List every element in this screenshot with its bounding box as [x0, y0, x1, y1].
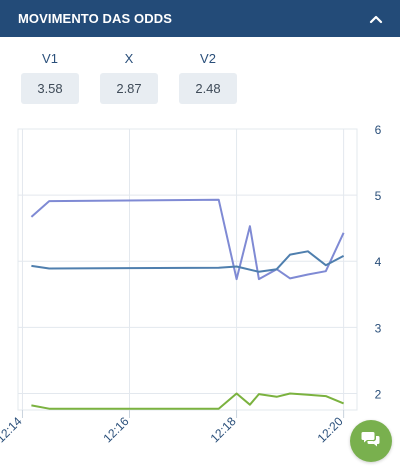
plot-area-frame: [17, 128, 358, 411]
odd-x: X 2.87: [100, 49, 158, 104]
odd-v2-label: V2: [200, 51, 216, 66]
odd-v1-label: V1: [42, 51, 58, 66]
odd-x-value[interactable]: 2.87: [100, 73, 158, 104]
y-tick-label: 2: [375, 387, 382, 401]
x-tick-label: 12:18: [208, 414, 239, 445]
y-tick-label: 6: [375, 123, 382, 137]
x-tick-label: 12:20: [315, 414, 346, 445]
odd-v1: V1 3.58: [21, 49, 79, 104]
odd-v2-value[interactable]: 2.48: [179, 73, 237, 104]
y-tick-label: 5: [375, 189, 382, 203]
y-tick-label: 3: [375, 321, 382, 335]
odds-summary: V1 3.58 X 2.87 V2 2.48: [21, 49, 237, 104]
panel-title: MOVIMENTO DAS ODDS: [18, 11, 172, 26]
panel-header[interactable]: MOVIMENTO DAS ODDS: [0, 0, 400, 37]
x-tick-label: 12:14: [0, 414, 25, 445]
chat-bubbles-icon: [361, 430, 381, 453]
series-line-v2: [31, 392, 344, 410]
odd-v1-value[interactable]: 3.58: [21, 73, 79, 104]
chevron-up-icon[interactable]: [366, 9, 386, 29]
series-line-v1: [30, 198, 345, 281]
odd-x-label: X: [124, 51, 134, 66]
y-tick-label: 4: [375, 255, 382, 269]
series-line-x: [31, 250, 345, 273]
chat-button[interactable]: [350, 420, 392, 462]
x-tick-label: 12:16: [100, 414, 131, 445]
odd-v2: V2 2.48: [179, 49, 237, 104]
